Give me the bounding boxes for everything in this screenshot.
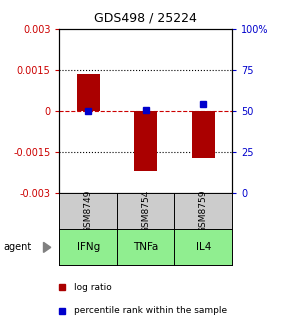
Text: IFNg: IFNg (77, 242, 100, 252)
Text: GSM8749: GSM8749 (84, 190, 93, 233)
Text: log ratio: log ratio (74, 283, 112, 292)
Bar (192, 111, 215, 158)
Text: GDS498 / 25224: GDS498 / 25224 (94, 12, 196, 25)
Text: GSM8759: GSM8759 (199, 190, 208, 233)
Text: IL4: IL4 (195, 242, 211, 252)
Text: agent: agent (3, 242, 31, 252)
Text: GSM8754: GSM8754 (141, 190, 150, 233)
Text: TNFa: TNFa (133, 242, 158, 252)
Bar (134, 111, 157, 171)
Bar (77, 74, 100, 111)
Text: percentile rank within the sample: percentile rank within the sample (74, 306, 227, 315)
